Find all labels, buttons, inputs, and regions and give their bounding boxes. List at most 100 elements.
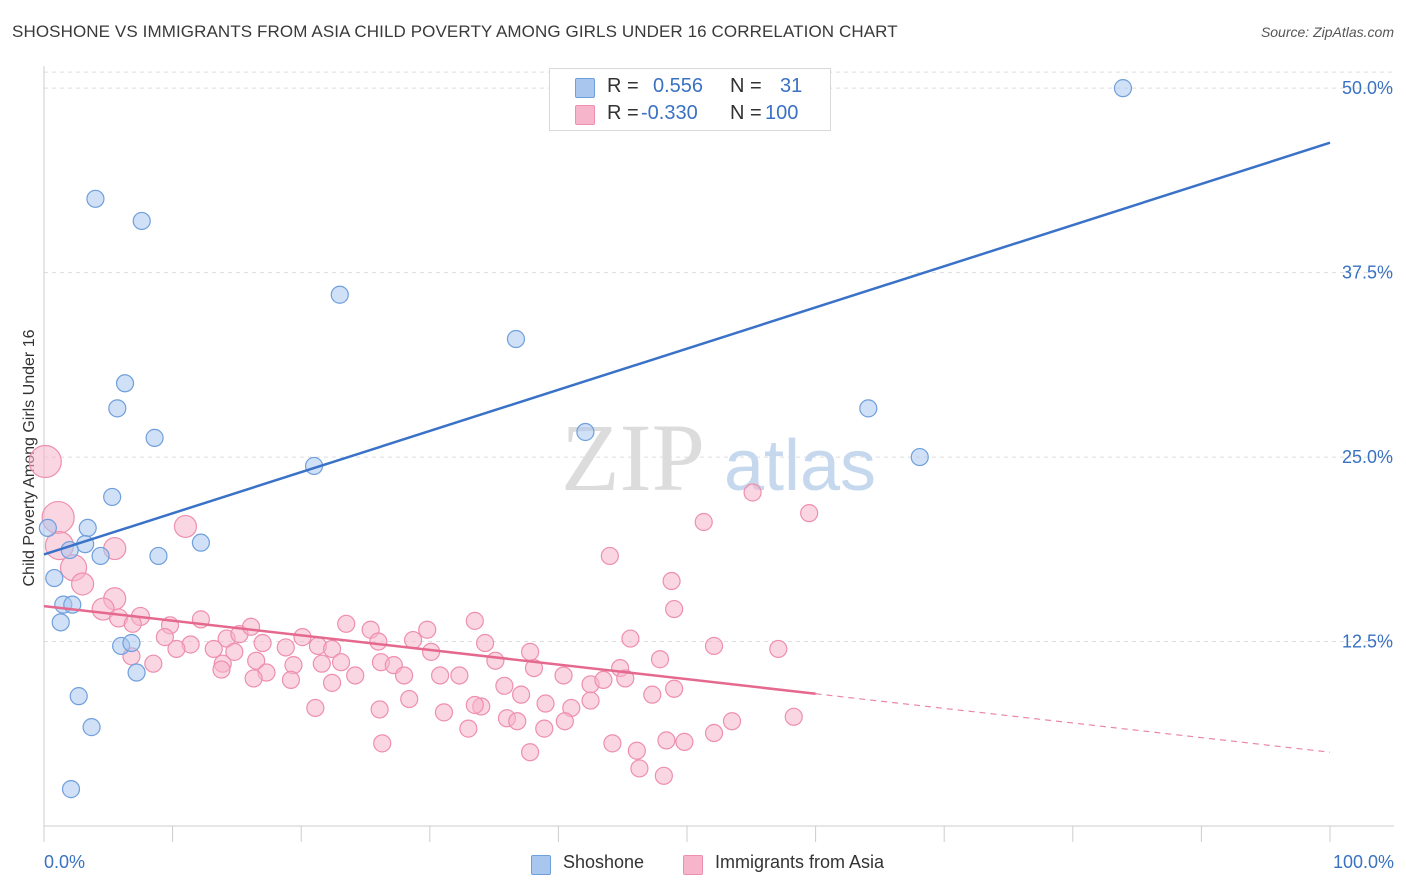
legend-label: Immigrants from Asia xyxy=(715,852,885,872)
data-point xyxy=(465,695,484,715)
data-point xyxy=(149,546,168,566)
data-point xyxy=(91,546,110,566)
data-point xyxy=(450,666,469,685)
data-point xyxy=(524,658,544,678)
data-point xyxy=(859,399,878,418)
data-point xyxy=(643,685,662,704)
n-value: 31 xyxy=(780,75,803,97)
chart-title: SHOSHONE VS IMMIGRANTS FROM ASIA CHILD P… xyxy=(12,22,898,41)
n-label: N = xyxy=(730,102,762,124)
data-point xyxy=(581,691,600,710)
data-point xyxy=(108,399,127,418)
y-tick-label: 50.0% xyxy=(1342,78,1393,98)
data-point xyxy=(103,487,122,507)
shoshone-trend-line xyxy=(43,141,1331,556)
data-point xyxy=(521,743,540,762)
data-point xyxy=(600,546,619,566)
data-point xyxy=(312,654,331,673)
data-point xyxy=(603,734,622,753)
asia-legend-icon xyxy=(683,855,703,875)
data-point xyxy=(657,731,676,750)
data-point xyxy=(418,620,437,639)
data-point xyxy=(506,329,526,349)
data-point xyxy=(61,780,81,799)
r-value: -0.330 xyxy=(641,102,698,124)
data-point xyxy=(403,630,423,650)
n-label: N = xyxy=(730,75,762,97)
r-label: R = xyxy=(607,75,639,97)
data-point xyxy=(82,718,101,737)
data-point xyxy=(253,633,272,653)
data-point xyxy=(144,654,163,673)
correlation-legend: R = 0.556 N = 31 R = -0.330 N = 100 xyxy=(549,68,831,131)
data-point xyxy=(204,639,223,659)
r-label: R = xyxy=(607,102,639,124)
data-point xyxy=(536,694,555,713)
x-tick-label-max: 100.0% xyxy=(1332,852,1394,872)
data-point xyxy=(306,698,325,718)
shoshone-legend-icon xyxy=(531,855,551,875)
data-point xyxy=(191,533,210,552)
asia-swatch-icon xyxy=(575,105,595,125)
shoshone-points xyxy=(38,79,1133,799)
data-point xyxy=(508,712,527,731)
data-point xyxy=(616,669,635,688)
data-point xyxy=(373,734,392,753)
data-point xyxy=(800,504,819,523)
y-tick-label: 25.0% xyxy=(1342,447,1393,467)
watermark-zip: ZIP xyxy=(561,404,705,511)
data-point xyxy=(370,700,389,719)
data-point xyxy=(521,642,540,661)
y-tick-label: 12.5% xyxy=(1342,632,1393,652)
data-point xyxy=(78,518,97,538)
data-point xyxy=(704,723,724,743)
data-point xyxy=(394,666,414,685)
data-point xyxy=(594,670,613,690)
data-point xyxy=(244,669,263,688)
data-point xyxy=(86,189,105,208)
data-point xyxy=(225,642,244,661)
data-point xyxy=(70,572,95,596)
data-point xyxy=(665,599,684,619)
data-point xyxy=(555,712,574,731)
data-point xyxy=(38,518,57,538)
data-point xyxy=(127,663,146,682)
data-point xyxy=(284,656,303,675)
data-point xyxy=(145,428,164,447)
data-point xyxy=(400,689,419,709)
data-point xyxy=(115,374,135,393)
data-point xyxy=(459,719,478,738)
data-point xyxy=(28,444,62,479)
r-value: 0.556 xyxy=(653,75,704,97)
data-point xyxy=(576,422,595,442)
data-point xyxy=(662,571,681,591)
data-point xyxy=(241,617,261,636)
data-point xyxy=(665,679,684,698)
data-point xyxy=(132,211,151,231)
data-point xyxy=(45,568,64,588)
data-point xyxy=(465,611,484,630)
data-point xyxy=(155,628,174,647)
data-point xyxy=(475,633,495,653)
y-tick-labels: 12.5% 25.0% 37.5% 50.0% xyxy=(1342,78,1393,651)
data-point xyxy=(654,766,673,785)
data-point xyxy=(173,514,198,539)
data-point xyxy=(784,707,803,726)
data-point xyxy=(369,632,388,651)
asia-trend-extension xyxy=(815,693,1331,753)
x-tick-label-min: 0.0% xyxy=(44,852,86,872)
data-point xyxy=(337,614,356,633)
n-value: 100 xyxy=(765,102,799,124)
data-point xyxy=(554,666,573,685)
data-point xyxy=(51,613,70,632)
data-point xyxy=(495,676,514,695)
data-point xyxy=(434,703,454,722)
watermark: ZIP atlas xyxy=(561,404,876,511)
grid-lines xyxy=(44,71,1394,643)
source-label: Source: ZipAtlas.com xyxy=(1260,24,1394,40)
data-point xyxy=(167,639,186,659)
data-point xyxy=(675,732,694,751)
data-point xyxy=(212,660,231,679)
data-point xyxy=(1113,79,1133,98)
